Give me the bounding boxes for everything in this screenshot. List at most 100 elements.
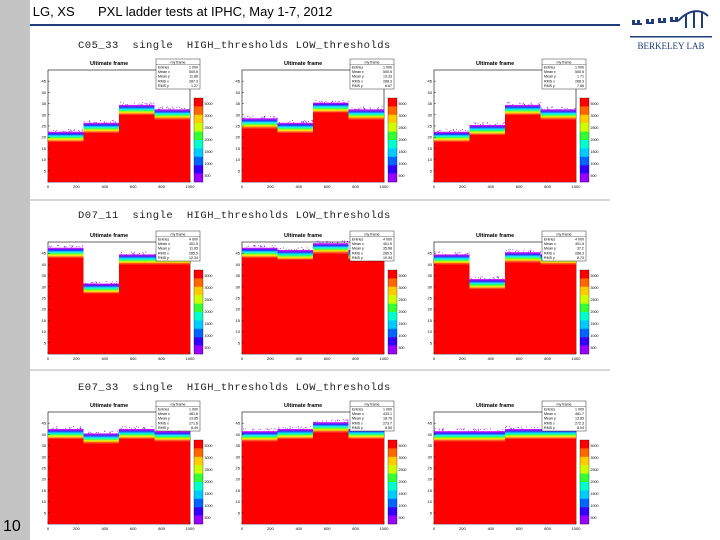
segment-band [155, 114, 191, 115]
segment-band [470, 283, 506, 284]
x-tick-label: 400 [487, 526, 494, 531]
color-scale-step [388, 123, 397, 132]
noise-pixel [504, 122, 505, 123]
stats-label: Entries [158, 238, 169, 242]
noise-pixel [442, 430, 443, 431]
color-scale-step [580, 157, 589, 166]
segment-band [313, 104, 349, 105]
color-scale-label: 2500 [205, 468, 213, 472]
segment-band [313, 431, 349, 432]
segment-band [505, 261, 541, 262]
segment-band [313, 108, 349, 109]
segment-band [313, 110, 349, 111]
noise-pixel [330, 242, 331, 243]
histogram-svg: Ultimate frame510152025303540450 200 400 60… [36, 56, 220, 196]
y-tick-label: 30 [42, 112, 47, 117]
noise-pixel [358, 109, 359, 110]
segment-band [434, 259, 470, 260]
noise-pixel [82, 129, 83, 130]
stats-value: 8.73 [577, 256, 584, 260]
noise-pixel [457, 253, 458, 254]
noise-pixel [162, 107, 163, 108]
noise-pixel [508, 102, 509, 103]
x-tick-label: 400 [487, 356, 494, 361]
noise-pixel [533, 251, 534, 252]
segment-band [119, 255, 155, 256]
noise-pixel [100, 433, 101, 434]
noise-pixel [104, 121, 105, 122]
segment-band [505, 112, 541, 113]
histogram-segment [119, 426, 155, 524]
noise-pixel [484, 278, 485, 279]
noise-pixel [489, 124, 490, 125]
y-tick-label: 10 [42, 329, 47, 334]
x-tick-label: 800 [158, 526, 165, 531]
segment-band [434, 260, 470, 261]
segment-band [349, 433, 385, 434]
noise-pixel [343, 102, 344, 103]
noise-pixel [278, 249, 279, 250]
segment-band [155, 117, 191, 118]
x-tick-label: 400 [101, 184, 108, 189]
noise-pixel [93, 123, 94, 124]
noise-pixel [113, 121, 114, 122]
noise-pixel [542, 108, 543, 109]
noise-pixel [339, 101, 340, 102]
segment-band [313, 251, 349, 252]
noise-pixel [442, 253, 443, 254]
noise-pixel [293, 122, 294, 123]
noise-pixel [539, 104, 540, 105]
noise-pixel [179, 107, 180, 108]
noise-pixel [149, 104, 150, 105]
segment-band [242, 253, 278, 254]
color-scale-step [194, 490, 203, 499]
segment-band [434, 134, 470, 135]
noise-pixel [94, 283, 95, 284]
segment-band [155, 436, 191, 437]
histogram-segment [119, 102, 155, 182]
stats-value: 11.65 [189, 247, 198, 251]
noise-pixel [176, 107, 177, 108]
color-scale-step [388, 115, 397, 124]
noise-pixel [435, 428, 436, 429]
color-scale-step [194, 132, 203, 141]
noise-pixel [96, 282, 97, 283]
noise-pixel [89, 121, 90, 122]
noise-pixel [547, 108, 548, 109]
noise-pixel [449, 131, 450, 132]
noise-pixel [480, 278, 481, 279]
segment-band [505, 259, 541, 260]
y-tick-label: 30 [236, 112, 241, 117]
noise-pixel [377, 108, 378, 109]
noise-pixel [273, 116, 274, 117]
y-tick-label: 20 [428, 135, 433, 140]
segment-band [242, 249, 278, 250]
segment-band [470, 133, 506, 134]
color-scale-step [580, 329, 589, 338]
noise-pixel [524, 250, 525, 251]
segment-fill [470, 135, 506, 182]
stats-label: RMS x [158, 251, 169, 255]
stats-label: RMS y [352, 84, 363, 88]
noise-pixel [74, 130, 75, 131]
noise-pixel [168, 108, 169, 109]
y-tick-label: 15 [428, 488, 433, 493]
noise-pixel [73, 245, 74, 246]
segment-band [48, 138, 84, 139]
segment-band [278, 128, 314, 129]
segment-fill [278, 260, 314, 354]
y-tick-label: 15 [428, 318, 433, 323]
color-scale-step [194, 287, 203, 296]
stats-title: my frame [171, 403, 186, 407]
segment-band [470, 438, 506, 439]
segment-band [155, 435, 191, 436]
segment-band [505, 111, 541, 112]
segment-band [278, 432, 314, 433]
noise-pixel [439, 252, 440, 253]
x-tick-label: 1000 [572, 356, 582, 361]
color-scale-step [194, 507, 203, 516]
stats-title: my frame [365, 61, 380, 65]
y-tick-label: 30 [42, 284, 47, 289]
noise-pixel [145, 252, 146, 253]
color-scale-step [194, 312, 203, 321]
